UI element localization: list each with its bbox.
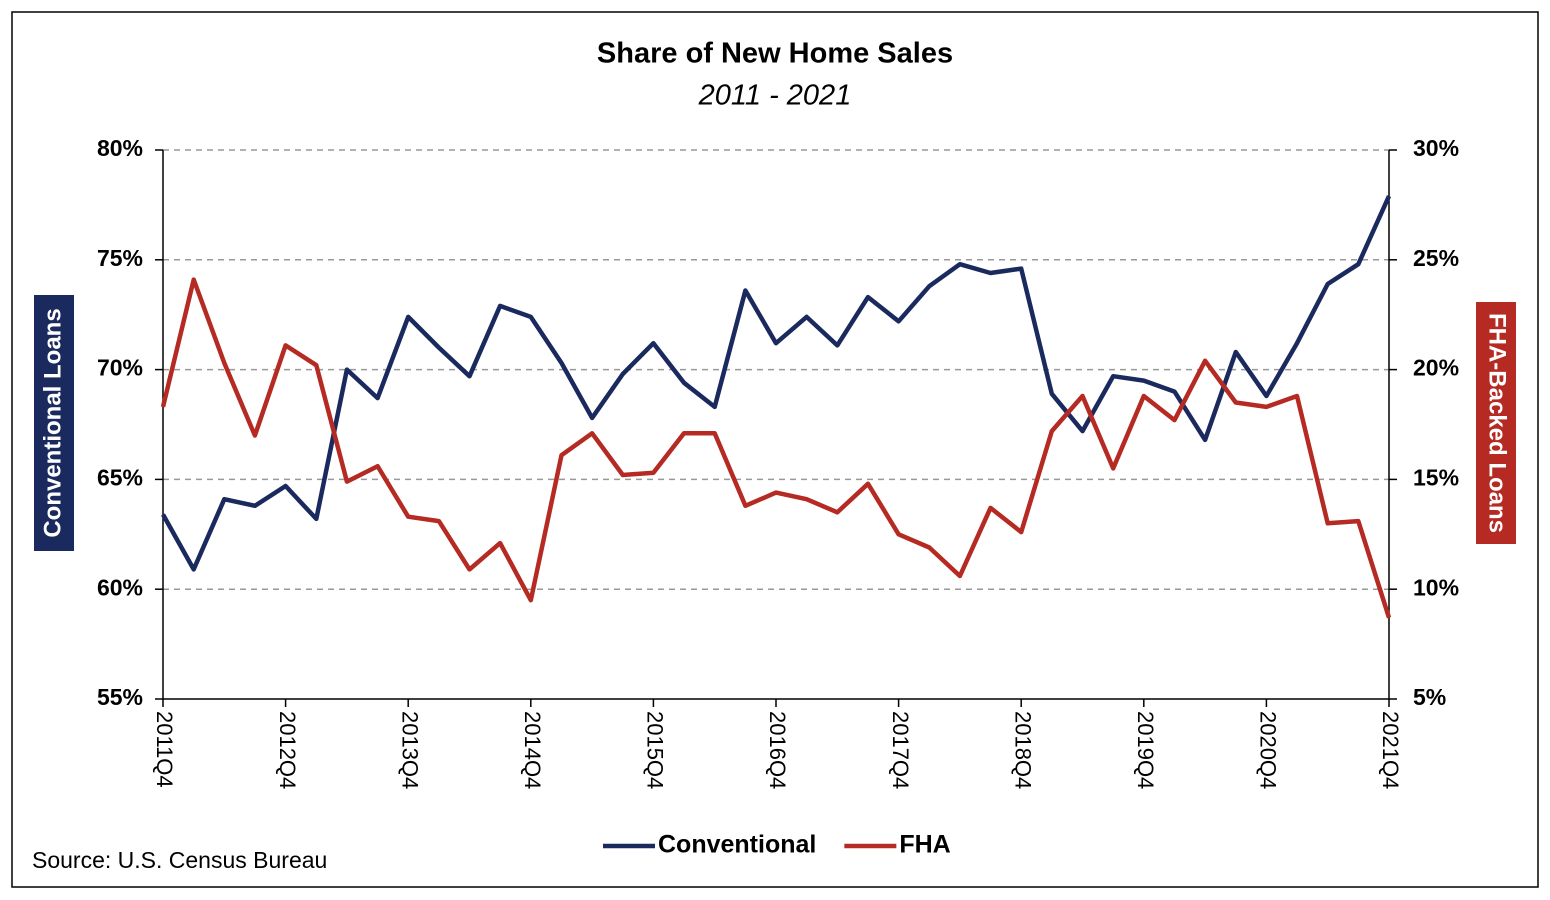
y2-tick-label: 10% (1413, 574, 1459, 600)
y2-tick-label: 15% (1413, 464, 1459, 490)
y2-axis-label: FHA-Backed Loans (1484, 313, 1511, 533)
y2-tick-label: 30% (1413, 135, 1459, 161)
x-tick-label: 2020Q4 (1256, 711, 1281, 789)
legend-label: Conventional (658, 831, 816, 859)
series-line (160, 277, 1392, 619)
chart-border (11, 11, 1539, 888)
x-tick-label: 2016Q4 (765, 711, 790, 789)
y-tick-label: 80% (97, 135, 143, 161)
chart-subtitle: 2011 - 2021 (698, 80, 852, 112)
x-tick-label: 2012Q4 (275, 711, 300, 789)
y-tick-label: 65% (97, 464, 143, 490)
x-tick-label: 2018Q4 (1010, 711, 1035, 789)
x-tick-label: 2019Q4 (1133, 711, 1158, 789)
y-axis-label: Conventional Loans (39, 308, 66, 537)
y-tick-label: 70% (97, 355, 143, 381)
y2-tick-label: 25% (1413, 245, 1459, 271)
y2-label-box (1476, 302, 1516, 544)
y2-tick-label: 5% (1413, 684, 1446, 710)
legend-label: FHA (899, 831, 950, 859)
chart-title: Share of New Home Sales (597, 38, 953, 70)
x-tick-label: 2011Q4 (152, 711, 177, 788)
x-tick-label: 2014Q4 (520, 711, 545, 789)
x-tick-label: 2013Q4 (397, 711, 422, 789)
y2-tick-label: 20% (1413, 355, 1459, 381)
y-tick-label: 55% (97, 684, 143, 710)
x-tick-label: 2017Q4 (888, 711, 913, 789)
series-line (161, 195, 1392, 572)
y-tick-label: 60% (97, 574, 143, 600)
x-tick-label: 2021Q4 (1378, 711, 1403, 789)
y-tick-label: 75% (97, 245, 143, 271)
y-label-box (34, 295, 74, 551)
x-tick-label: 2015Q4 (643, 711, 668, 789)
source-note: Source: U.S. Census Bureau (32, 847, 327, 873)
